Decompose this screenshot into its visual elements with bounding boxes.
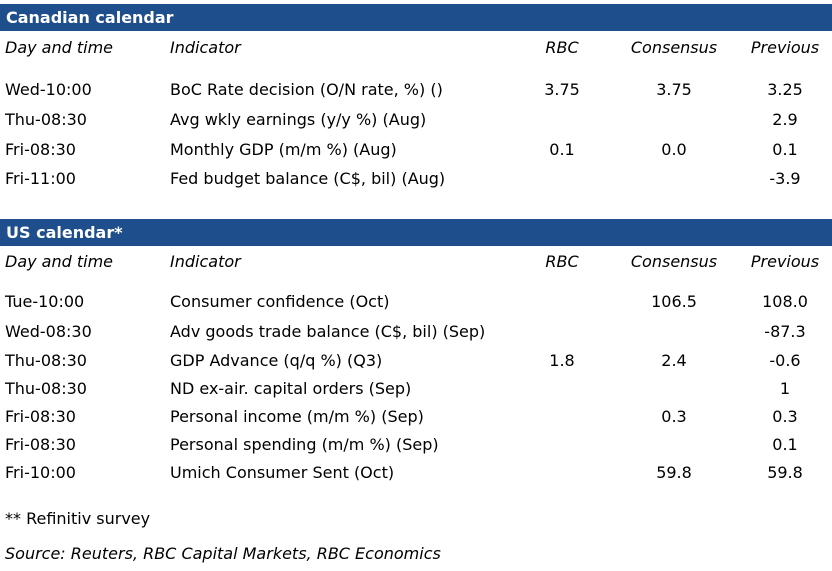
cell-consensus: 106.5 (651, 292, 697, 311)
cell-consensus: 59.8 (656, 463, 692, 482)
col-header-rbc: RBC (545, 38, 579, 57)
cell-indicator: Umich Consumer Sent (Oct) (170, 463, 395, 482)
cell-time: Fri-11:00 (5, 169, 76, 188)
col-header-indicator: Indicator (170, 38, 241, 57)
cell-indicator: BoC Rate decision (O/N rate, %) () (170, 80, 443, 99)
cell-rbc: 0.1 (549, 140, 575, 159)
cell-indicator: Consumer confidence (Oct) (170, 292, 390, 311)
table-row: Tue-10:00 Consumer confidence (Oct) 106.… (0, 292, 832, 318)
footnote: ** Refinitiv survey (5, 509, 151, 528)
cell-consensus: 2.4 (661, 351, 687, 370)
cell-time: Fri-08:30 (5, 407, 76, 426)
canadian-column-headers: Day and time Indicator RBC Consensus Pre… (0, 38, 832, 64)
source-note: Source: Reuters, RBC Capital Markets, RB… (5, 544, 441, 563)
cell-indicator: Fed budget balance (C$, bil) (Aug) (170, 169, 446, 188)
cell-previous: -87.3 (764, 322, 806, 341)
cell-previous: 59.8 (767, 463, 803, 482)
table-row: Wed-08:30 Adv goods trade balance (C$, b… (0, 322, 832, 348)
col-header-consensus: Consensus (630, 252, 718, 271)
cell-indicator: Adv goods trade balance (C$, bil) (Sep) (170, 322, 486, 341)
cell-time: Thu-08:30 (5, 351, 87, 370)
col-header-consensus: Consensus (630, 38, 718, 57)
cell-previous: 0.1 (772, 435, 798, 454)
cell-previous: 3.25 (767, 80, 803, 99)
table-row: Fri-08:30 Monthly GDP (m/m %) (Aug) 0.1 … (0, 140, 832, 166)
cell-indicator: Personal income (m/m %) (Sep) (170, 407, 424, 426)
cell-time: Fri-10:00 (5, 463, 76, 482)
table-row: Thu-08:30 Avg wkly earnings (y/y %) (Aug… (0, 110, 832, 136)
cell-time: Thu-08:30 (5, 110, 87, 129)
cell-previous: 108.0 (762, 292, 808, 311)
cell-previous: -3.9 (769, 169, 801, 188)
table-row: Thu-08:30 ND ex-air. capital orders (Sep… (0, 379, 832, 405)
cell-rbc: 3.75 (544, 80, 580, 99)
cell-indicator: ND ex-air. capital orders (Sep) (170, 379, 412, 398)
cell-consensus: 3.75 (656, 80, 692, 99)
col-header-time: Day and time (5, 38, 114, 57)
canadian-calendar-title: Canadian calendar (6, 8, 174, 27)
cell-indicator: GDP Advance (q/q %) (Q3) (170, 351, 383, 370)
cell-time: Wed-10:00 (5, 80, 92, 99)
us-column-headers: Day and time Indicator RBC Consensus Pre… (0, 252, 832, 278)
cell-previous: 1 (779, 379, 791, 398)
cell-time: Thu-08:30 (5, 379, 87, 398)
cell-time: Fri-08:30 (5, 435, 76, 454)
cell-consensus: 0.0 (661, 140, 687, 159)
cell-time: Wed-08:30 (5, 322, 92, 341)
table-row: Fri-08:30 Personal spending (m/m %) (Sep… (0, 435, 832, 461)
cell-indicator: Personal spending (m/m %) (Sep) (170, 435, 439, 454)
cell-previous: -0.6 (769, 351, 801, 370)
cell-time: Fri-08:30 (5, 140, 76, 159)
cell-rbc: 1.8 (549, 351, 575, 370)
cell-time: Tue-10:00 (5, 292, 85, 311)
cell-previous: 2.9 (772, 110, 798, 129)
cell-previous: 0.3 (772, 407, 798, 426)
cell-indicator: Monthly GDP (m/m %) (Aug) (170, 140, 397, 159)
table-row: Thu-08:30 GDP Advance (q/q %) (Q3) 1.8 2… (0, 351, 832, 377)
table-row: Fri-08:30 Personal income (m/m %) (Sep) … (0, 407, 832, 433)
us-calendar-header: US calendar* (0, 219, 832, 246)
table-row: Fri-11:00 Fed budget balance (C$, bil) (… (0, 169, 832, 195)
table-row: Wed-10:00 BoC Rate decision (O/N rate, %… (0, 80, 832, 106)
cell-previous: 0.1 (772, 140, 798, 159)
us-calendar-title: US calendar* (6, 223, 123, 242)
canadian-calendar-header: Canadian calendar (0, 4, 832, 31)
col-header-time: Day and time (5, 252, 114, 271)
table-row: Fri-10:00 Umich Consumer Sent (Oct) 59.8… (0, 463, 832, 489)
col-header-indicator: Indicator (170, 252, 241, 271)
col-header-rbc: RBC (545, 252, 579, 271)
cell-consensus: 0.3 (661, 407, 687, 426)
col-header-previous: Previous (750, 252, 820, 271)
cell-indicator: Avg wkly earnings (y/y %) (Aug) (170, 110, 427, 129)
col-header-previous: Previous (750, 38, 820, 57)
